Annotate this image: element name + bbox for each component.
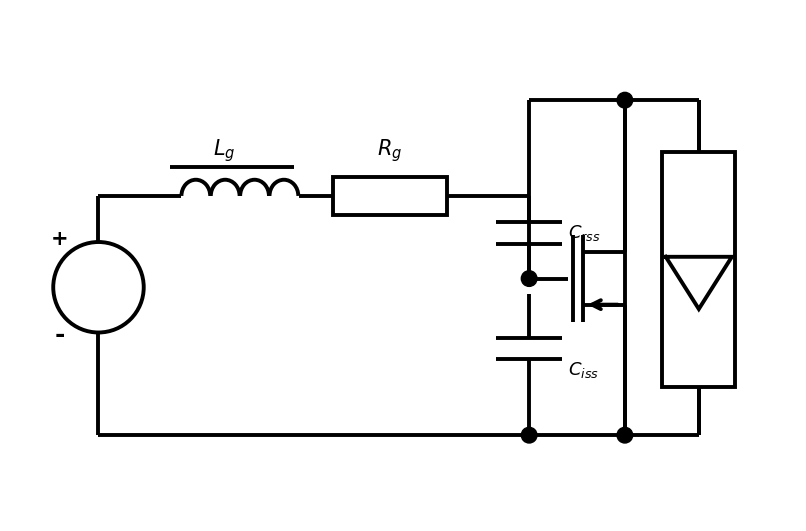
- Text: $C_{iss}$: $C_{iss}$: [568, 360, 599, 380]
- Text: $R_g$: $R_g$: [377, 137, 402, 164]
- Text: $L_g$: $L_g$: [214, 137, 236, 164]
- Text: $C_{rss}$: $C_{rss}$: [568, 224, 601, 243]
- Circle shape: [617, 92, 633, 108]
- Circle shape: [521, 427, 537, 443]
- Text: -: -: [54, 323, 64, 347]
- Circle shape: [617, 427, 633, 443]
- Bar: [334, 177, 447, 215]
- Text: +: +: [51, 229, 69, 250]
- Bar: [663, 152, 735, 387]
- Circle shape: [521, 271, 537, 286]
